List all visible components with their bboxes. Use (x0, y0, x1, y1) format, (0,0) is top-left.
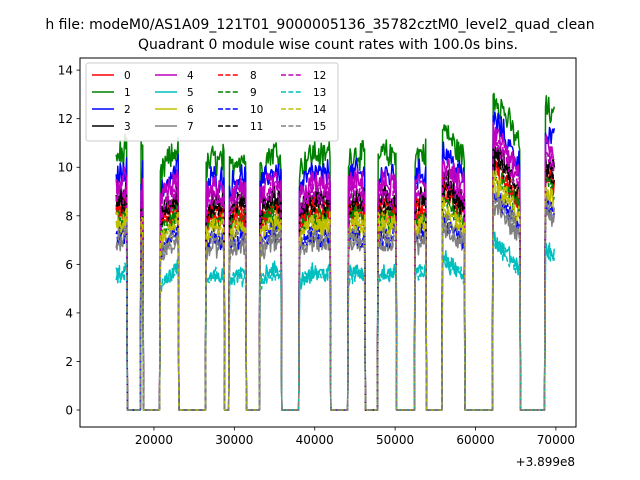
legend-entry-label: 9 (250, 87, 257, 99)
series-line-5 (115, 231, 556, 411)
legend-entry-label: 6 (187, 104, 194, 116)
legend-entry-label: 3 (124, 121, 131, 133)
y-tick-label: 14 (58, 64, 73, 78)
legend-entry-label: 14 (313, 104, 327, 116)
axes-frame (79, 57, 577, 428)
series-line-6 (115, 174, 556, 411)
y-tick-label: 2 (65, 355, 73, 369)
series-line-14 (115, 169, 556, 411)
series-line-8 (115, 157, 556, 411)
y-tick-label: 4 (65, 306, 73, 320)
legend-entry-label: 7 (187, 121, 194, 133)
legend-entry-label: 8 (250, 70, 257, 82)
x-tick-label: 50000 (376, 433, 414, 447)
y-tick-label: 0 (65, 404, 73, 418)
x-offset-label: +3.899e8 (516, 455, 575, 469)
x-tick-label: 70000 (537, 433, 575, 447)
x-tick-label: 60000 (456, 433, 494, 447)
x-axis: 20000 30000 40000 50000 60000 70000 (135, 427, 575, 447)
legend-entry-label: 15 (313, 121, 326, 133)
series-line-11 (115, 147, 556, 411)
legend-entry-label: 1 (124, 87, 131, 99)
x-tick-label: 40000 (296, 433, 334, 447)
y-tick-label: 8 (65, 209, 73, 223)
series-line-10 (115, 191, 556, 411)
legend-entry-label: 0 (124, 70, 131, 82)
legend-entry-label: 2 (124, 104, 131, 116)
series-line-4 (115, 121, 555, 411)
figure-suptitle: h file: modeM0/AS1A09_121T01_9000005136_… (45, 17, 594, 33)
y-axis: 0 2 4 6 8 10 12 14 (58, 64, 80, 418)
chart-title: Quadrant 0 module wise count rates with … (138, 37, 518, 53)
legend-entry-label: 12 (313, 70, 326, 82)
legend-entry-label: 11 (250, 121, 263, 133)
series-line-7 (115, 197, 556, 411)
legend-entry-label: 13 (313, 87, 326, 99)
y-tick-label: 12 (58, 112, 73, 126)
series-line-15 (115, 190, 556, 411)
series-layer (115, 92, 556, 411)
x-tick-label: 20000 (135, 433, 173, 447)
series-line-13 (115, 234, 556, 411)
y-tick-label: 10 (58, 161, 73, 175)
legend-box (85, 62, 339, 142)
legend-entry-label: 10 (250, 104, 263, 116)
series-line-9 (116, 159, 556, 411)
legend-entry-label: 5 (187, 87, 194, 99)
series-line-0 (115, 160, 556, 411)
series-line-3 (115, 137, 556, 411)
series-line-12 (115, 136, 556, 411)
legend-entry-label: 4 (187, 70, 194, 82)
y-tick-label: 6 (65, 258, 73, 272)
series-line-2 (115, 111, 556, 411)
x-tick-label: 30000 (215, 433, 253, 447)
